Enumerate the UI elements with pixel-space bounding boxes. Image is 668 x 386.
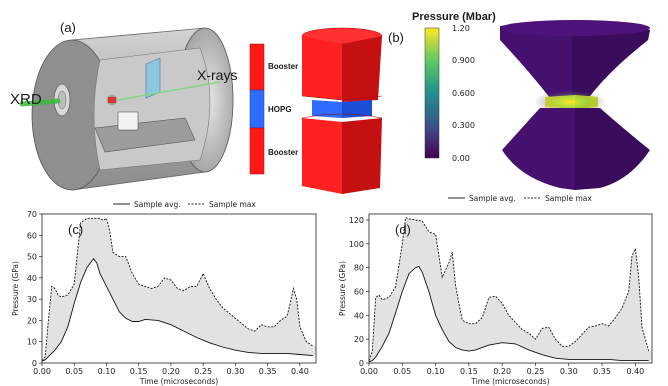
legend-avg-label: Sample avg. — [134, 200, 181, 209]
chart-c: 0.00 0.05 0.10 0.15 0.20 0.25 0.30 0.35 0.40 0 10 2… — [11, 210, 317, 386]
colorbar — [424, 27, 440, 159]
x-tick-label: 0.30 — [560, 367, 578, 376]
y-tick-label: 40 — [27, 274, 37, 283]
chamber-illustration — [19, 27, 234, 191]
panel-label: (c) — [68, 222, 83, 237]
x-tick-label: 0.20 — [493, 367, 511, 376]
panel-b-label: (b) — [388, 30, 404, 45]
hopg-label: HOPG — [268, 105, 292, 114]
y-tick-label: 50 — [27, 253, 37, 262]
x-axis-label: Time (microseconds) — [470, 377, 549, 386]
xrd-label: XRD — [10, 91, 42, 108]
shaded-band — [42, 218, 316, 361]
x-tick-label: 0.40 — [626, 367, 644, 376]
plot-frame — [41, 213, 317, 364]
target-stack — [249, 43, 265, 175]
booster-top-label: Booster — [268, 62, 298, 71]
chart-d: 0.00 0.05 0.10 0.15 0.20 0.25 0.30 0.35 0.40 0 20 4… — [338, 213, 653, 386]
colorbar-tick: 0.300 — [452, 121, 475, 130]
colorbar-tick: 0.00 — [452, 154, 470, 163]
y-tick-label: 0 — [359, 359, 364, 368]
x-tick-label: 0.35 — [593, 367, 611, 376]
legend-c: Sample avg. Sample max — [113, 200, 256, 209]
y-axis-label: Pressure (GPa) — [338, 261, 347, 316]
x-tick-label: 0.20 — [162, 367, 180, 376]
series-line-sample-avg — [368, 265, 649, 363]
x-tick-label: 0.40 — [291, 367, 309, 376]
series-line-sample-max — [41, 217, 314, 362]
x-tick-label: 0.05 — [393, 367, 411, 376]
x-tick-label: 0.00 — [360, 367, 378, 376]
booster-bottom-label: Booster — [268, 148, 298, 157]
series-line-sample-max — [368, 216, 650, 361]
colorbar-ticks: 1.20 0.900 0.600 0.300 0.00 — [452, 24, 475, 163]
legend-max-label: Sample max — [545, 194, 592, 203]
x-tick-label: 0.25 — [194, 367, 212, 376]
panel-a-label: (a) — [60, 20, 76, 35]
x-tick-label: 0.10 — [427, 367, 445, 376]
plot-frame — [368, 213, 653, 364]
y-tick-label: 20 — [354, 335, 364, 344]
y-tick-label: 30 — [27, 295, 37, 304]
legend-d: Sample avg. Sample max — [448, 194, 592, 203]
xrays-label: X-rays — [197, 67, 237, 83]
series-line-sample-avg — [41, 257, 313, 362]
y-tick-label: 80 — [354, 264, 364, 273]
colorbar-tick: 0.600 — [452, 89, 475, 98]
legend-max-label: Sample max — [209, 200, 256, 209]
x-tick-label: 0.15 — [130, 367, 148, 376]
x-tick-label: 0.10 — [98, 367, 116, 376]
x-tick-label: 0.05 — [65, 367, 83, 376]
y-tick-label: 20 — [27, 316, 37, 325]
y-tick-label: 60 — [27, 231, 37, 240]
pressure-map-3d — [500, 20, 650, 190]
y-tick-label: 120 — [349, 216, 364, 225]
y-axis-label: Pressure (GPa) — [11, 261, 20, 316]
x-tick-label: 0.35 — [259, 367, 277, 376]
panel-label: (d) — [395, 222, 411, 237]
y-tick-label: 100 — [349, 240, 364, 249]
x-tick-label: 0.00 — [33, 367, 51, 376]
x-axis-label: Time (microseconds) — [139, 377, 218, 386]
y-tick-label: 0 — [32, 359, 37, 368]
shaded-band — [369, 217, 652, 362]
y-tick-label: 60 — [354, 287, 364, 296]
colorbar-tick: 0.900 — [452, 56, 475, 65]
x-tick-label: 0.30 — [227, 367, 245, 376]
x-tick-label: 0.15 — [460, 367, 478, 376]
y-tick-label: 10 — [27, 338, 37, 347]
colorbar-title: Pressure (Mbar) — [412, 11, 496, 23]
y-tick-label: 70 — [27, 210, 37, 219]
colorbar-tick: 1.20 — [452, 24, 470, 33]
legend-avg-label: Sample avg. — [469, 194, 516, 203]
target-3d-model — [301, 27, 383, 194]
x-tick-label: 0.25 — [527, 367, 545, 376]
y-tick-label: 40 — [354, 311, 364, 320]
